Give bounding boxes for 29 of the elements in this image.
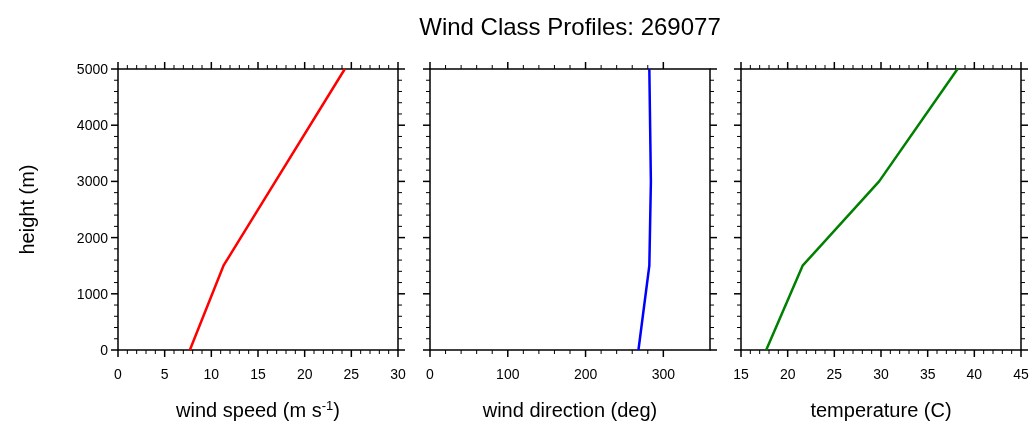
x-tick-label: 0 bbox=[114, 366, 123, 382]
y-tick-label: 1000 bbox=[76, 285, 109, 302]
x-axis-title: temperature (C) bbox=[810, 399, 952, 421]
y-tick-label: 2000 bbox=[76, 229, 109, 246]
x-tick-label: 30 bbox=[390, 366, 406, 382]
y-tick-label: 3000 bbox=[76, 173, 109, 190]
x-tick-label: 20 bbox=[296, 366, 313, 382]
x-tick-label: 45 bbox=[1013, 366, 1029, 382]
x-tick-label: 10 bbox=[203, 366, 220, 382]
x-tick-label: 15 bbox=[733, 366, 749, 382]
x-tick-label: 25 bbox=[343, 366, 360, 382]
y-axis-title: height (m) bbox=[16, 164, 38, 255]
x-tick-label: 200 bbox=[573, 366, 598, 382]
x-axis-title: wind direction (deg) bbox=[481, 399, 658, 421]
x-tick-label: 25 bbox=[826, 366, 843, 382]
x-tick-label: 0 bbox=[426, 366, 435, 382]
chart-title: Wind Class Profiles: 269077 bbox=[419, 13, 721, 40]
y-tick-label: 0 bbox=[100, 342, 109, 358]
x-tick-label: 300 bbox=[651, 366, 676, 382]
x-tick-label: 30 bbox=[873, 366, 889, 382]
x-tick-label: 100 bbox=[496, 366, 520, 382]
y-tick-label: 4000 bbox=[76, 117, 109, 134]
x-axis-title: wind speed (m s$^{-1}$) bbox=[175, 397, 340, 421]
x-tick-label: 35 bbox=[919, 366, 936, 382]
y-tick-label: 5000 bbox=[76, 61, 109, 77]
x-tick-label: 15 bbox=[250, 366, 266, 382]
x-tick-label: 5 bbox=[160, 366, 169, 382]
x-tick-label: 20 bbox=[779, 366, 796, 382]
x-tick-label: 40 bbox=[966, 366, 983, 382]
